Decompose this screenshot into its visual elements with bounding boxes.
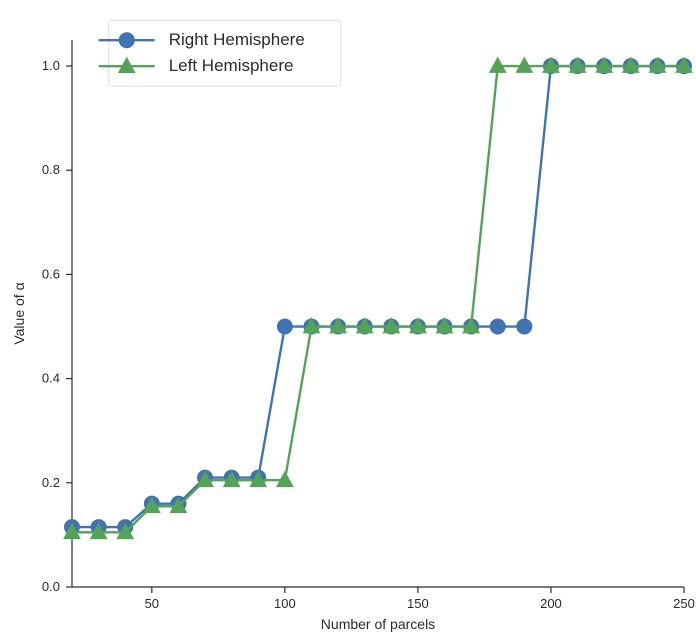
y-tick-label: 0.8 (42, 162, 60, 177)
y-tick-label: 0.2 (42, 475, 60, 490)
series-line (72, 66, 684, 527)
line-chart: 50 100 150 200 250 0.0 0.2 0.4 0.6 0.8 1.0 Number o… (0, 0, 696, 643)
legend-label: Right Hemisphere (169, 30, 305, 49)
chart-container: 50 100 150 200 250 0.0 0.2 0.4 0.6 0.8 1.0 Number o… (0, 0, 696, 643)
x-tick-label: 100 (274, 596, 296, 611)
legend: Right Hemisphere Left Hemisphere (99, 20, 341, 86)
y-tick-label: 0.0 (42, 579, 60, 594)
data-point (517, 319, 532, 334)
x-tick-label: 50 (145, 596, 159, 611)
data-point (119, 33, 134, 48)
x-tick-label: 150 (407, 596, 429, 611)
y-tick-label: 0.4 (42, 371, 60, 386)
series-line (72, 66, 684, 532)
series (65, 59, 692, 535)
series (64, 58, 692, 539)
y-axis-label: Value of α (11, 282, 27, 344)
legend-label: Left Hemisphere (169, 56, 294, 75)
y-tick-label: 1.0 (42, 58, 60, 73)
y-tick-label: 0.6 (42, 266, 60, 281)
x-tick-label: 250 (673, 596, 695, 611)
data-point (277, 319, 292, 334)
data-point (490, 319, 505, 334)
x-tick-label: 200 (540, 596, 562, 611)
x-axis-label: Number of parcels (321, 616, 435, 632)
